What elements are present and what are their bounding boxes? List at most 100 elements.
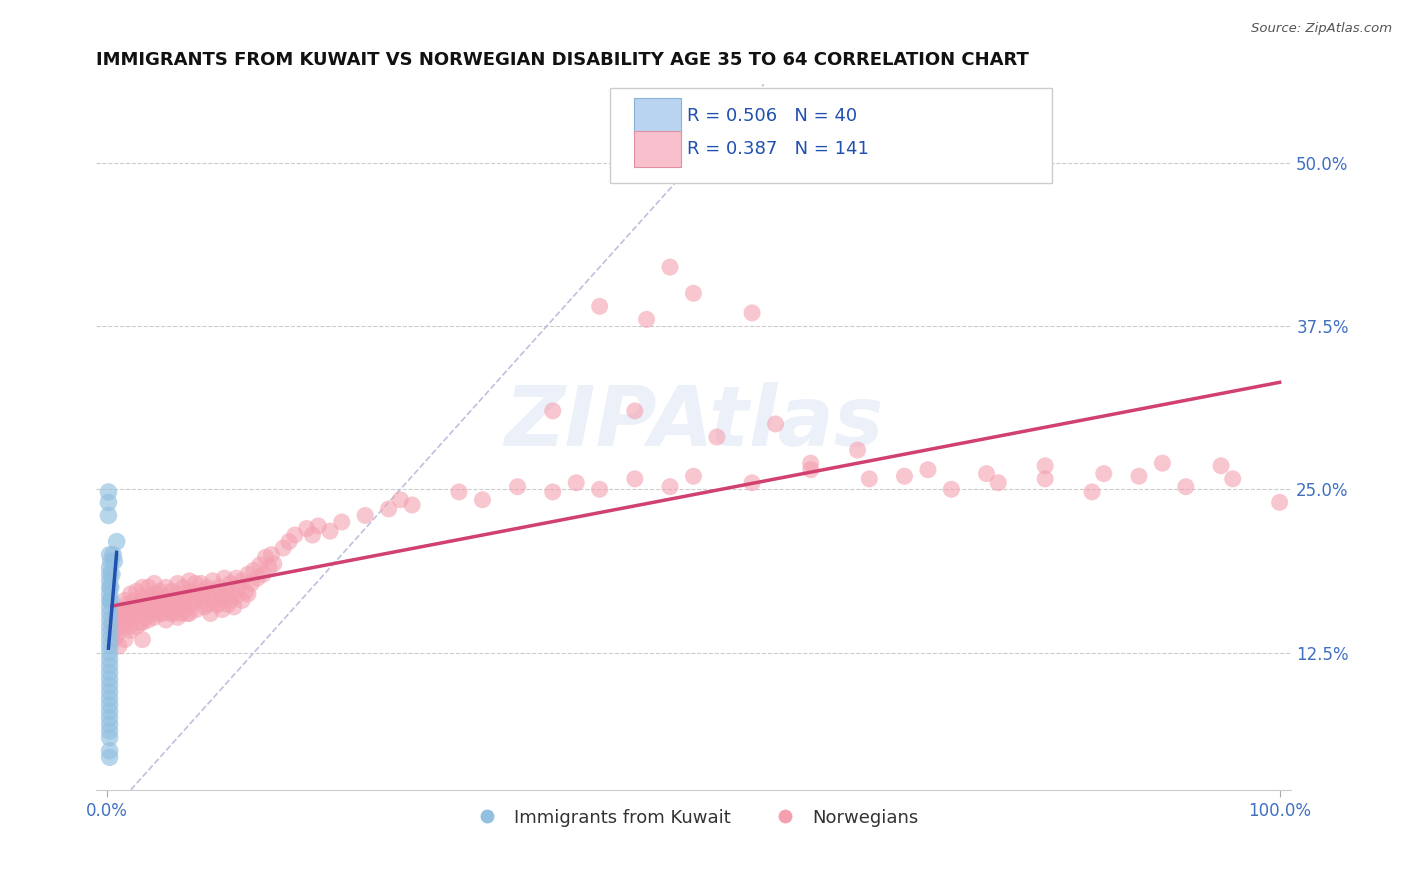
Point bbox=[1092, 467, 1115, 481]
Point bbox=[98, 593, 121, 607]
Point bbox=[97, 484, 120, 499]
Point bbox=[148, 607, 170, 621]
Point bbox=[98, 587, 121, 601]
Point bbox=[150, 607, 173, 621]
Point bbox=[98, 548, 121, 562]
Point bbox=[401, 498, 423, 512]
Point bbox=[187, 590, 209, 604]
Point bbox=[219, 576, 242, 591]
Point bbox=[101, 567, 124, 582]
Point bbox=[893, 469, 915, 483]
Point bbox=[98, 717, 121, 731]
Point bbox=[98, 678, 121, 692]
Point bbox=[169, 599, 191, 614]
Point bbox=[190, 593, 212, 607]
Point bbox=[98, 607, 121, 621]
Point bbox=[1222, 472, 1244, 486]
Point bbox=[987, 475, 1010, 490]
Point bbox=[263, 557, 285, 571]
Point bbox=[98, 724, 121, 739]
Point bbox=[143, 587, 166, 601]
Point bbox=[246, 571, 269, 585]
Point bbox=[260, 548, 283, 562]
Point bbox=[389, 492, 412, 507]
Point bbox=[120, 624, 142, 638]
Point bbox=[180, 597, 202, 611]
Point bbox=[295, 522, 318, 536]
Point bbox=[98, 658, 121, 673]
Point bbox=[236, 567, 259, 582]
Point bbox=[194, 599, 217, 614]
Point bbox=[159, 607, 181, 621]
Point bbox=[198, 590, 221, 604]
Point bbox=[139, 590, 162, 604]
Point bbox=[231, 593, 253, 607]
Point bbox=[257, 560, 280, 574]
Point bbox=[155, 580, 177, 594]
Point bbox=[208, 597, 231, 611]
Point bbox=[800, 463, 823, 477]
Point bbox=[160, 584, 183, 599]
Point bbox=[976, 467, 998, 481]
Point bbox=[98, 691, 121, 706]
Point bbox=[354, 508, 377, 523]
Point bbox=[271, 541, 294, 555]
Point bbox=[636, 312, 658, 326]
Point bbox=[149, 599, 172, 614]
Point bbox=[135, 610, 157, 624]
Point bbox=[252, 567, 274, 582]
FancyBboxPatch shape bbox=[610, 87, 1052, 183]
Point bbox=[157, 602, 180, 616]
Point bbox=[170, 607, 193, 621]
Point bbox=[166, 610, 188, 624]
Point bbox=[97, 508, 120, 523]
Point bbox=[214, 571, 236, 585]
Point bbox=[225, 571, 247, 585]
Point bbox=[105, 629, 128, 643]
Text: Source: ZipAtlas.com: Source: ZipAtlas.com bbox=[1251, 22, 1392, 36]
Point bbox=[150, 590, 173, 604]
Point bbox=[1152, 456, 1174, 470]
Point bbox=[110, 610, 132, 624]
Point bbox=[98, 646, 121, 660]
Point bbox=[222, 599, 245, 614]
Point bbox=[124, 607, 146, 621]
Point bbox=[195, 597, 218, 611]
Point bbox=[741, 475, 763, 490]
Point bbox=[121, 599, 143, 614]
Point bbox=[101, 615, 124, 630]
Point bbox=[138, 602, 160, 616]
Point bbox=[307, 519, 329, 533]
Point bbox=[240, 576, 263, 591]
Point bbox=[172, 597, 194, 611]
Point bbox=[143, 593, 166, 607]
Point bbox=[145, 602, 167, 616]
Point bbox=[172, 593, 194, 607]
Point bbox=[98, 685, 121, 699]
Point bbox=[100, 593, 122, 607]
Point bbox=[741, 306, 763, 320]
Point bbox=[98, 639, 121, 653]
Point bbox=[98, 705, 121, 719]
Point bbox=[447, 484, 470, 499]
Point bbox=[471, 492, 494, 507]
Point bbox=[186, 602, 208, 616]
Point bbox=[98, 632, 121, 647]
Point bbox=[136, 597, 159, 611]
FancyBboxPatch shape bbox=[634, 98, 682, 134]
Point bbox=[155, 597, 177, 611]
Point bbox=[101, 548, 124, 562]
Legend: Immigrants from Kuwait, Norwegians: Immigrants from Kuwait, Norwegians bbox=[461, 801, 925, 834]
Point bbox=[228, 580, 250, 594]
Point bbox=[157, 593, 180, 607]
Point bbox=[160, 602, 183, 616]
Point bbox=[706, 430, 728, 444]
Point bbox=[174, 590, 197, 604]
Point bbox=[659, 260, 682, 274]
Point bbox=[682, 469, 704, 483]
Point bbox=[149, 584, 172, 599]
Text: R = 0.387   N = 141: R = 0.387 N = 141 bbox=[688, 140, 869, 158]
Point bbox=[132, 590, 155, 604]
Point bbox=[1209, 458, 1232, 473]
Point bbox=[152, 597, 174, 611]
